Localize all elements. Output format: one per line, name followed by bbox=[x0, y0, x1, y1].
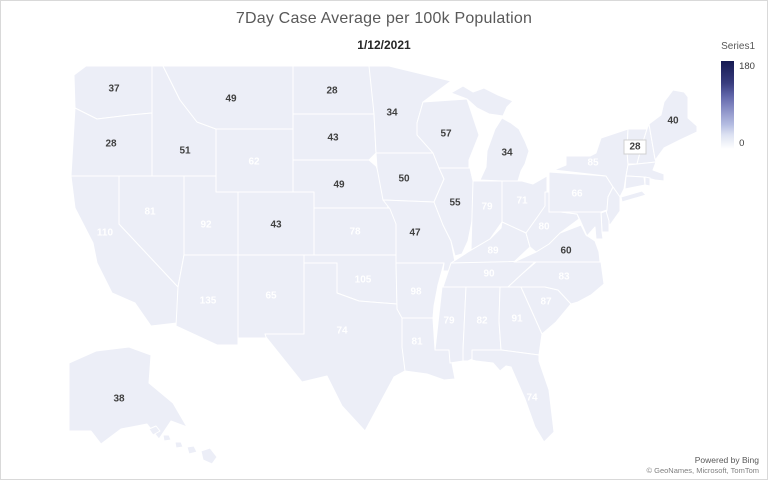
state-value-ak: 38 bbox=[113, 394, 125, 405]
state-value-sd: 43 bbox=[327, 133, 339, 144]
state-value-mn: 34 bbox=[386, 108, 398, 119]
state-value-ca: 110 bbox=[97, 228, 114, 239]
state-value-vt: 28 bbox=[629, 142, 641, 153]
powered-by-bing-text: Powered by Bing bbox=[694, 455, 759, 465]
state-value-me: 40 bbox=[667, 116, 679, 127]
state-value-nc: 83 bbox=[558, 272, 570, 283]
state-sd[interactable] bbox=[292, 113, 377, 161]
state-value-nd: 28 bbox=[326, 86, 338, 97]
state-value-ny: 85 bbox=[587, 158, 599, 169]
state-mi[interactable] bbox=[450, 85, 530, 182]
state-value-oh: 71 bbox=[516, 196, 528, 207]
chart-title: 7Day Case Average per 100k Population bbox=[235, 10, 533, 27]
legend-series-label: Series1 bbox=[721, 41, 755, 52]
state-value-tn: 90 bbox=[483, 269, 495, 280]
state-value-co: 43 bbox=[270, 220, 282, 231]
state-value-mo: 47 bbox=[409, 228, 421, 239]
state-value-sc: 87 bbox=[540, 297, 552, 308]
chart-date-subtitle: 1/12/2021 bbox=[357, 38, 411, 52]
state-ri[interactable] bbox=[644, 176, 651, 187]
states-layer bbox=[68, 65, 698, 465]
state-ct[interactable] bbox=[624, 175, 646, 190]
state-value-il: 55 bbox=[449, 198, 461, 209]
state-nc[interactable] bbox=[507, 261, 605, 305]
state-value-nm: 65 bbox=[265, 291, 277, 302]
state-value-pa: 66 bbox=[571, 189, 583, 200]
state-me[interactable] bbox=[648, 89, 698, 160]
state-value-mt: 49 bbox=[225, 94, 237, 105]
legend-tick-labels: 180 0 bbox=[739, 61, 755, 149]
map-labels-layer: 37 28 110 81 51 49 62 92 135 65 43 28 43 49 78 105 74 34 5… bbox=[97, 84, 679, 405]
state-value-fl: 74 bbox=[526, 393, 538, 404]
state-value-nv: 81 bbox=[144, 207, 156, 218]
state-ar[interactable] bbox=[395, 262, 445, 319]
state-value-tx: 74 bbox=[336, 326, 348, 337]
state-value-ga: 91 bbox=[511, 314, 523, 325]
state-value-ky: 89 bbox=[487, 246, 499, 257]
state-value-ok: 105 bbox=[355, 275, 372, 286]
legend-gradient-bar bbox=[721, 61, 735, 149]
state-ky[interactable] bbox=[450, 221, 531, 264]
legend: Series1 180 0 bbox=[721, 41, 755, 149]
legend-color-scale: 180 0 bbox=[721, 61, 755, 149]
state-la[interactable] bbox=[401, 317, 456, 381]
state-value-al: 82 bbox=[476, 316, 488, 327]
state-value-or: 28 bbox=[105, 139, 117, 150]
state-value-ms: 79 bbox=[443, 316, 455, 327]
state-value-ut: 92 bbox=[200, 220, 212, 231]
state-value-ks: 78 bbox=[349, 227, 361, 238]
state-value-wa: 37 bbox=[108, 84, 120, 95]
state-in[interactable] bbox=[470, 180, 503, 251]
state-md[interactable] bbox=[548, 211, 604, 240]
state-value-az: 135 bbox=[200, 296, 217, 307]
state-ak[interactable] bbox=[68, 346, 188, 445]
state-value-wv: 80 bbox=[538, 222, 550, 233]
state-tx[interactable] bbox=[264, 262, 406, 432]
copyright-text: © GeoNames, Microsoft, TomTom bbox=[646, 466, 760, 475]
state-value-va: 60 bbox=[560, 246, 572, 257]
state-value-wy: 62 bbox=[248, 157, 260, 168]
state-value-id: 51 bbox=[179, 146, 191, 157]
state-value-mi: 34 bbox=[501, 148, 513, 159]
state-value-ia: 50 bbox=[398, 174, 410, 185]
state-il[interactable] bbox=[433, 167, 474, 257]
state-ia[interactable] bbox=[375, 152, 445, 203]
state-hi[interactable] bbox=[148, 425, 218, 465]
state-fl[interactable] bbox=[471, 349, 555, 443]
legend-max-label: 180 bbox=[739, 61, 755, 72]
state-value-la: 81 bbox=[411, 337, 423, 348]
state-value-ne: 49 bbox=[333, 180, 345, 191]
state-value-wi: 57 bbox=[440, 129, 452, 140]
state-value-in: 79 bbox=[481, 202, 493, 213]
label-callout-box bbox=[623, 139, 647, 155]
state-value-ar: 98 bbox=[410, 287, 422, 298]
legend-min-label: 0 bbox=[739, 138, 745, 149]
map-attribution: Powered by Bing © GeoNames, Microsoft, T… bbox=[647, 455, 760, 475]
